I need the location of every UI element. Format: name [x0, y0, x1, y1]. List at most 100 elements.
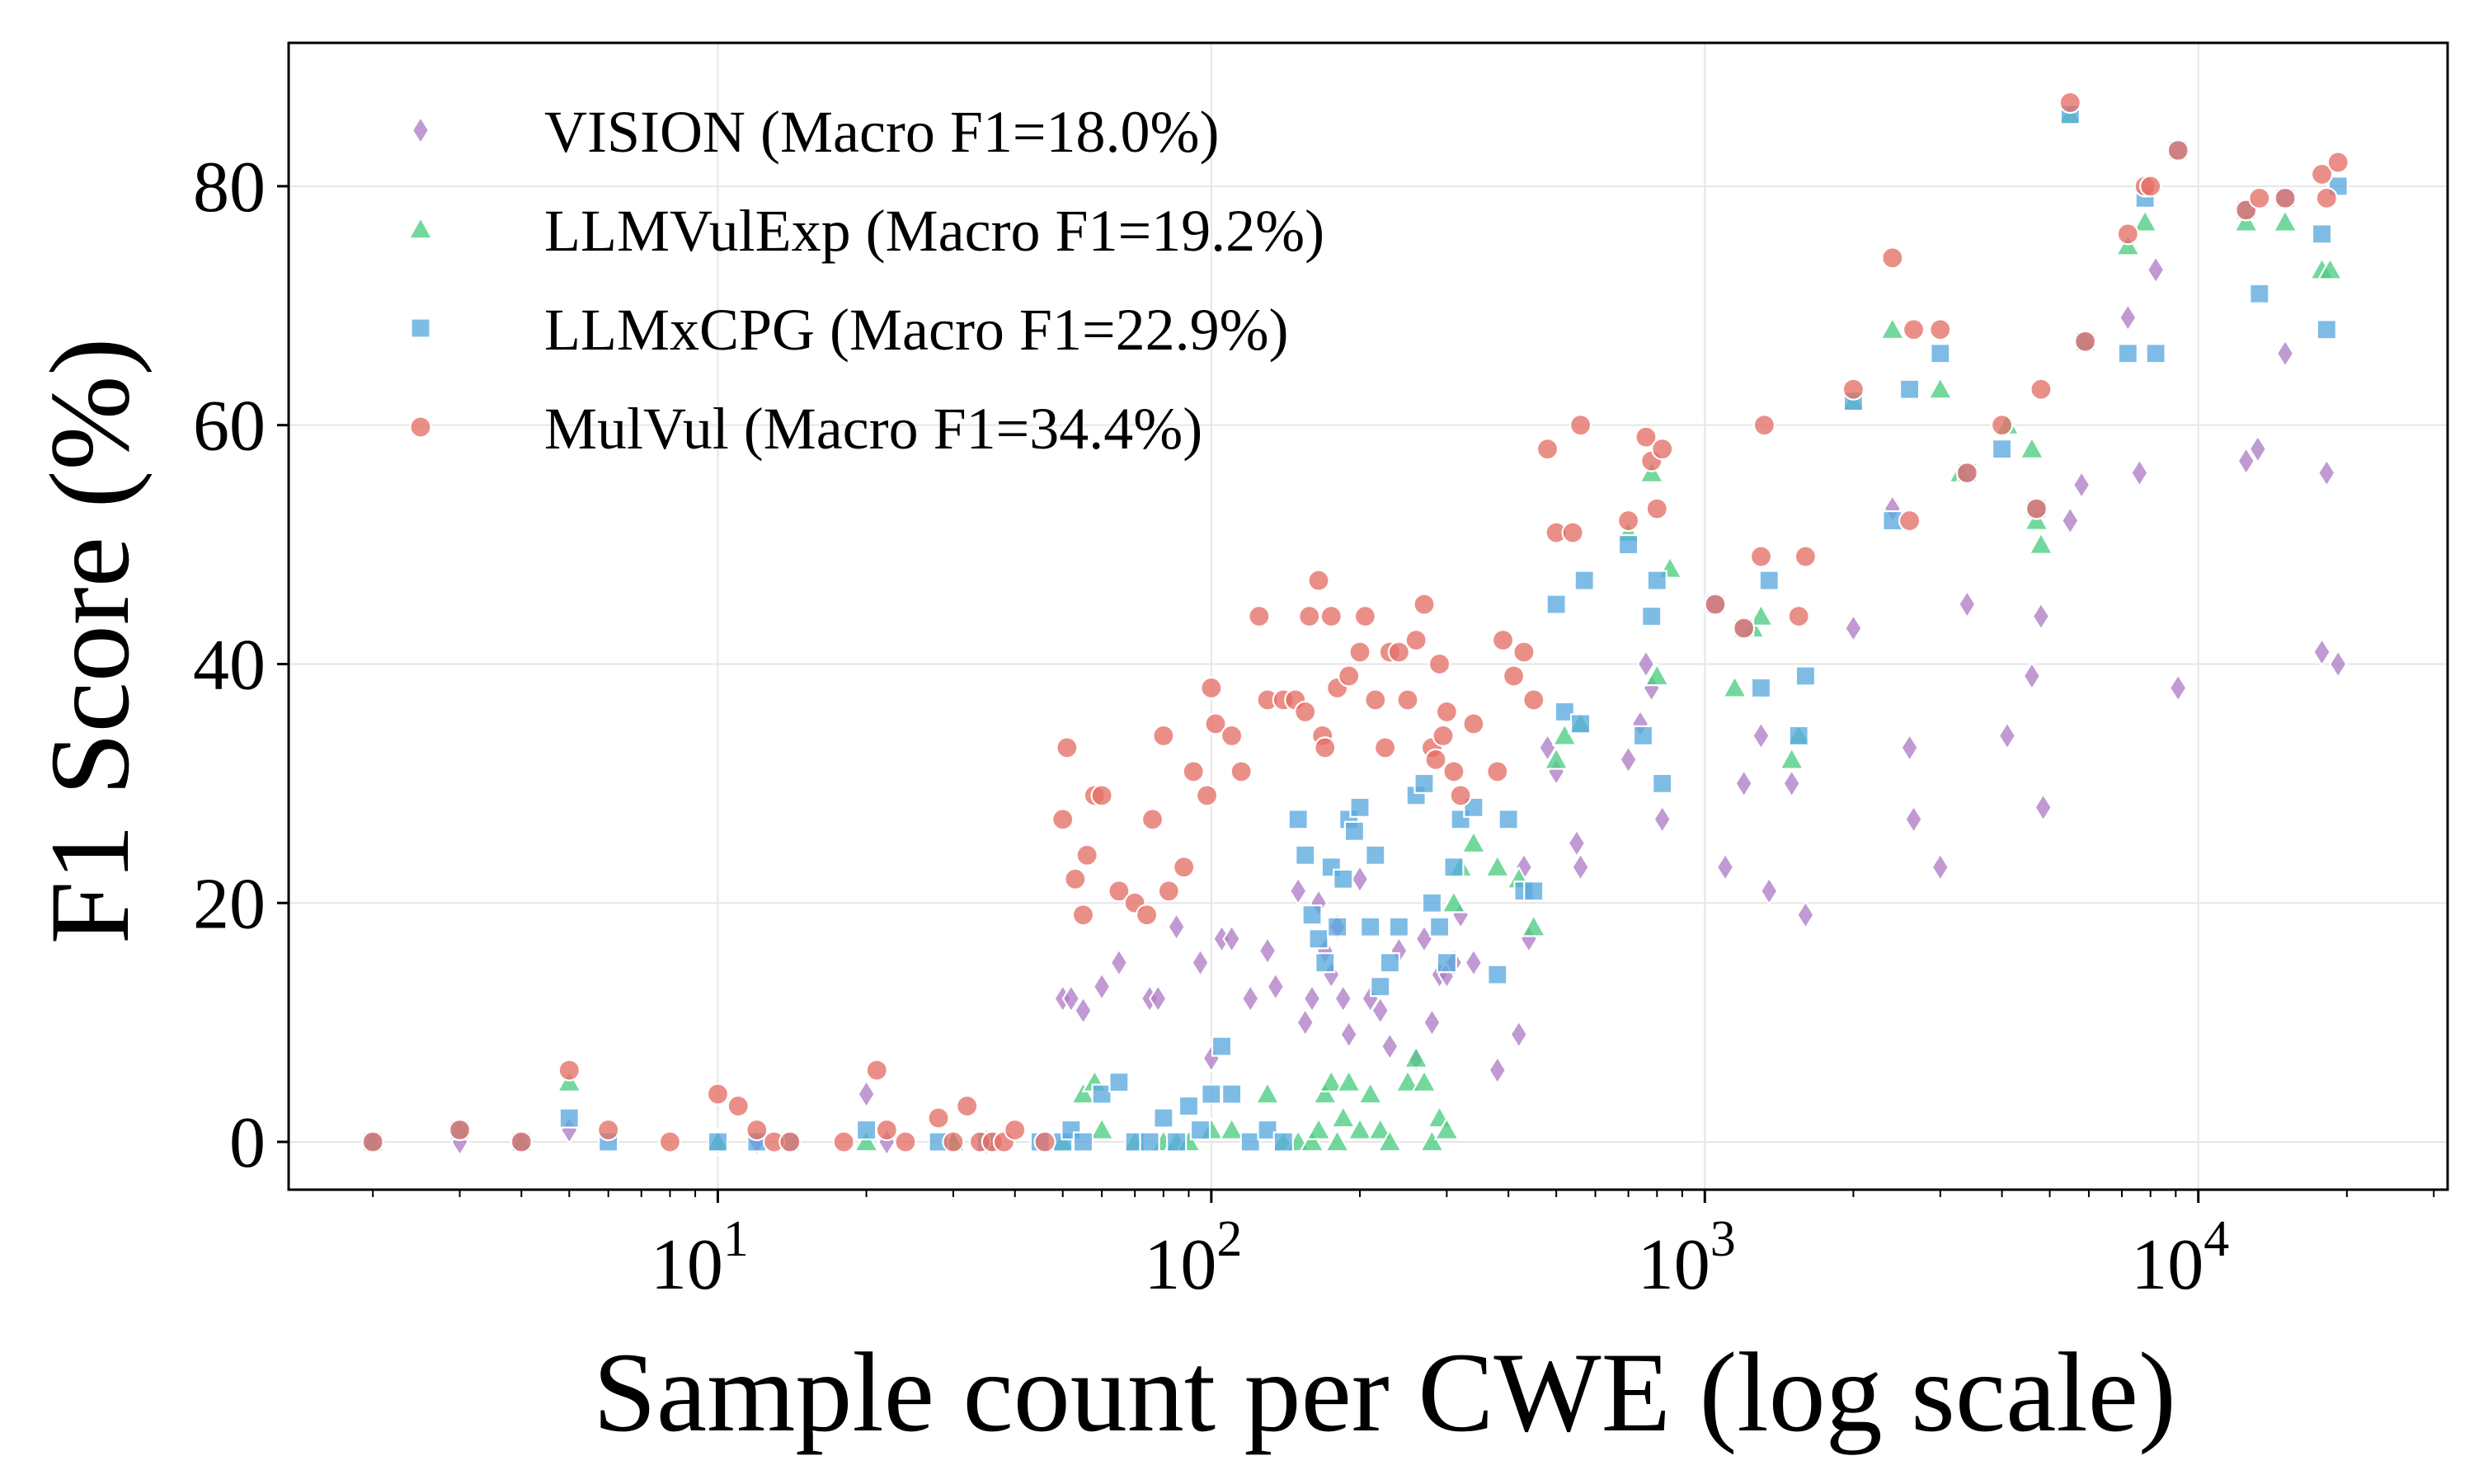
data-point — [1329, 1104, 1357, 1129]
data-point — [1424, 748, 1447, 771]
data-point — [1403, 1045, 1430, 1068]
data-point — [1296, 1007, 1315, 1038]
data-point — [1569, 414, 1592, 437]
data-point — [510, 1130, 533, 1153]
data-point — [1387, 641, 1410, 664]
data-point — [1788, 725, 1809, 746]
data-point — [1338, 665, 1361, 688]
data-point — [2315, 186, 2338, 209]
data-point — [2326, 151, 2349, 174]
data-point — [2316, 256, 2344, 280]
data-point — [1464, 947, 1484, 978]
data-point — [448, 1118, 472, 1142]
data-point — [2139, 175, 2162, 198]
y-axis-title: F1 Score (%) — [26, 338, 153, 945]
data-point — [2168, 673, 2188, 703]
data-point — [1443, 857, 1465, 878]
data-point — [1211, 1036, 1233, 1057]
data-point — [1571, 852, 1590, 882]
data-point — [597, 1118, 620, 1142]
data-point — [2025, 497, 2048, 520]
data-point — [1324, 1128, 1351, 1153]
data-point — [1287, 809, 1309, 830]
data-point — [1900, 732, 1919, 763]
data-point — [1904, 804, 1923, 834]
data-point — [1204, 712, 1227, 735]
data-point — [1295, 844, 1316, 866]
data-point — [1644, 662, 1671, 687]
data-point — [2031, 601, 2051, 632]
data-point — [1302, 984, 1322, 1014]
data-point — [1347, 1116, 1373, 1140]
data-point — [1645, 497, 1668, 520]
data-point — [894, 1130, 917, 1153]
data-point — [2028, 531, 2054, 555]
data-point — [557, 1059, 581, 1082]
data-point — [1787, 604, 1810, 628]
data-point — [2145, 343, 2166, 364]
data-point — [1879, 316, 1906, 340]
data-point — [1333, 868, 1354, 890]
data-point — [1749, 545, 1773, 568]
data-point — [1061, 984, 1081, 1014]
data-point — [1616, 509, 1640, 533]
data-point — [1782, 768, 1801, 799]
legend: VISION (Macro F1=18.0%) LLMVulExp (Macro … — [407, 99, 1324, 462]
data-point — [1196, 784, 1219, 807]
data-point — [1272, 1131, 1294, 1153]
data-point — [1365, 844, 1386, 866]
legend-marker — [409, 416, 432, 439]
data-point — [1653, 804, 1672, 834]
data-point — [1502, 665, 1526, 688]
data-point — [1423, 1007, 1442, 1038]
data-point — [1704, 593, 1727, 616]
series-circle — [361, 91, 2349, 1153]
x-axis-ticks: 101 102 103 104 — [372, 1190, 2435, 1305]
data-point — [1520, 913, 1547, 937]
data-point — [1222, 923, 1241, 954]
data-point — [2248, 186, 2271, 209]
data-point — [1931, 852, 1950, 882]
data-point — [2072, 470, 2091, 500]
x-tick-label: 104 — [2131, 1211, 2229, 1305]
data-point — [1498, 809, 1519, 830]
data-point — [1074, 995, 1093, 1026]
data-point — [1153, 1107, 1174, 1129]
data-point — [1433, 1116, 1460, 1140]
x-tick-base: 10 — [651, 1225, 723, 1305]
data-point — [1778, 746, 1805, 770]
data-point — [1221, 724, 1244, 747]
data-point — [1561, 521, 1584, 544]
data-point — [2146, 255, 2166, 285]
data-point — [2274, 186, 2297, 209]
data-point — [1248, 604, 1271, 628]
legend-label: MulVul (Macro F1=34.4%) — [544, 396, 1202, 462]
data-point — [942, 1130, 965, 1153]
data-point — [1189, 1119, 1211, 1141]
data-point — [1841, 378, 1865, 401]
data-point — [1395, 1068, 1421, 1092]
data-point — [1990, 414, 2014, 437]
data-point — [1958, 589, 1977, 620]
data-point — [855, 1119, 877, 1141]
data-point — [1308, 928, 1329, 950]
legend-marker — [410, 317, 431, 339]
y-tick-label: 20 — [193, 864, 266, 944]
data-point — [2022, 660, 2042, 692]
data-point — [1379, 952, 1400, 974]
data-point — [1449, 784, 1472, 807]
data-point — [865, 1059, 888, 1082]
data-point — [1396, 688, 1419, 711]
data-point — [1734, 768, 1753, 799]
data-point — [1418, 1128, 1446, 1153]
legend-item: MulVul (Macro F1=34.4%) — [409, 396, 1202, 462]
data-point — [1491, 628, 1515, 652]
data-point — [1634, 425, 1658, 448]
data-point — [1090, 784, 1113, 807]
data-point — [1509, 1019, 1529, 1050]
data-point — [1314, 736, 1337, 759]
data-point — [1298, 604, 1321, 628]
data-point — [1254, 1080, 1281, 1105]
data-point — [1108, 880, 1131, 903]
data-point — [1413, 593, 1436, 616]
